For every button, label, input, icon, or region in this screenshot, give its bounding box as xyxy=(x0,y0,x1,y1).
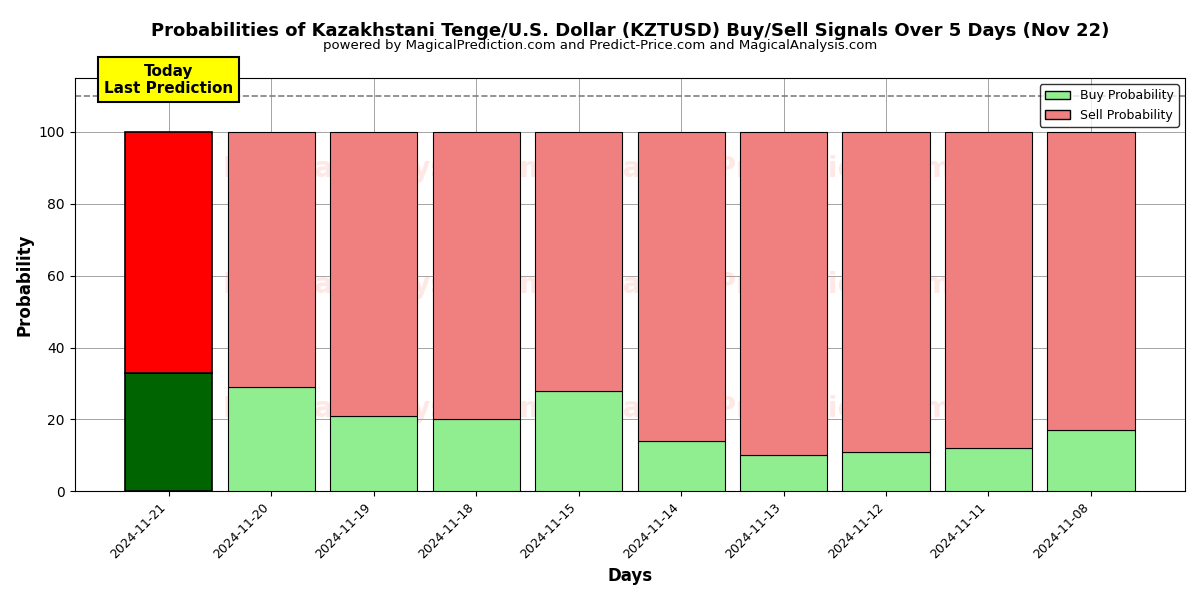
Text: MagicalPrediction.com: MagicalPrediction.com xyxy=(596,395,953,422)
Bar xyxy=(1048,132,1134,430)
Bar xyxy=(330,132,418,416)
Bar xyxy=(535,132,622,391)
Bar xyxy=(432,419,520,491)
Bar xyxy=(125,132,212,373)
Bar xyxy=(944,132,1032,448)
Legend: Buy Probability, Sell Probability: Buy Probability, Sell Probability xyxy=(1040,84,1178,127)
Text: powered by MagicalPrediction.com and Predict-Price.com and MagicalAnalysis.com: powered by MagicalPrediction.com and Pre… xyxy=(323,39,877,52)
Bar xyxy=(944,448,1032,491)
Bar xyxy=(842,452,930,491)
Bar xyxy=(432,132,520,419)
Bar xyxy=(535,391,622,491)
Text: MagicalAnalysis.com: MagicalAnalysis.com xyxy=(222,271,548,299)
Text: MagicalPrediction.com: MagicalPrediction.com xyxy=(596,155,953,183)
Bar xyxy=(637,441,725,491)
Title: Probabilities of Kazakhstani Tenge/U.S. Dollar (KZTUSD) Buy/Sell Signals Over 5 : Probabilities of Kazakhstani Tenge/U.S. … xyxy=(151,22,1109,40)
Bar xyxy=(842,132,930,452)
Text: MagicalAnalysis.com: MagicalAnalysis.com xyxy=(222,395,548,422)
Text: MagicalAnalysis.com: MagicalAnalysis.com xyxy=(222,155,548,183)
X-axis label: Days: Days xyxy=(607,567,653,585)
Bar xyxy=(1048,430,1134,491)
Bar xyxy=(740,455,827,491)
Text: Today
Last Prediction: Today Last Prediction xyxy=(104,64,233,96)
Bar xyxy=(228,387,314,491)
Y-axis label: Probability: Probability xyxy=(16,233,34,336)
Bar xyxy=(740,132,827,455)
Text: MagicalPrediction.com: MagicalPrediction.com xyxy=(596,271,953,299)
Bar xyxy=(637,132,725,441)
Bar xyxy=(228,132,314,387)
Bar xyxy=(125,373,212,491)
Bar xyxy=(330,416,418,491)
